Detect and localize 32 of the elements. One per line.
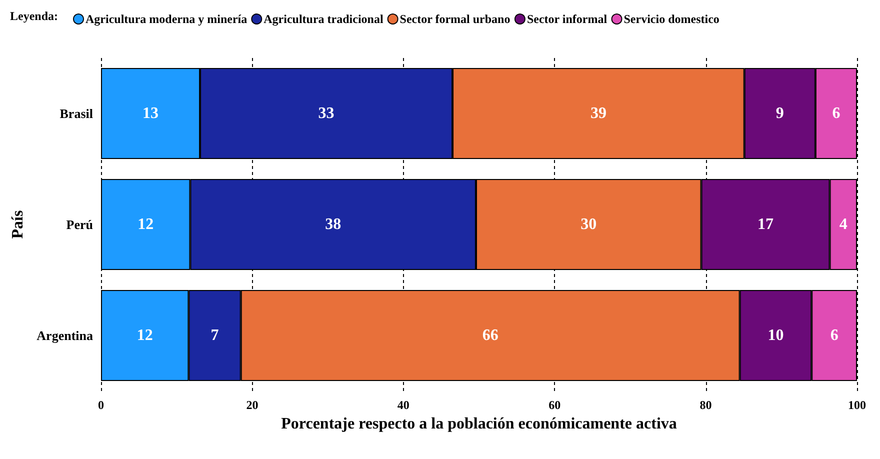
x-tick-label: 0 bbox=[98, 398, 104, 412]
x-axis-title: Porcentaje respecto a la población económicamente activa bbox=[281, 415, 677, 432]
x-tick-label: 20 bbox=[246, 398, 258, 412]
legend-label: Agricultura moderna y minería bbox=[86, 12, 248, 26]
data-label: 7 bbox=[210, 327, 219, 344]
legend-label: Servicio domestico bbox=[624, 12, 720, 26]
x-tick-label: 60 bbox=[548, 398, 561, 412]
legend-title: Leyenda: bbox=[10, 9, 58, 23]
data-label: 17 bbox=[758, 216, 774, 233]
data-label: 33 bbox=[318, 105, 334, 122]
data-label: 30 bbox=[580, 216, 597, 233]
y-axis-title: País bbox=[9, 210, 26, 239]
x-tick-label: 80 bbox=[700, 398, 712, 412]
data-label: 6 bbox=[830, 327, 838, 344]
data-label: 9 bbox=[776, 105, 784, 122]
legend-label: Sector informal bbox=[526, 12, 608, 26]
data-label: 4 bbox=[839, 216, 848, 233]
legend-label: Sector formal urbano bbox=[400, 12, 510, 26]
legend-label: Agricultura tradicional bbox=[264, 12, 384, 26]
data-label: 6 bbox=[832, 105, 840, 122]
data-label: 10 bbox=[768, 327, 784, 344]
y-tick-label: Perú bbox=[66, 217, 93, 232]
data-label: 66 bbox=[482, 327, 498, 344]
x-tick-label: 100 bbox=[848, 398, 866, 412]
data-label: 12 bbox=[138, 216, 154, 233]
data-label: 12 bbox=[136, 327, 153, 344]
y-tick-label: Brasil bbox=[60, 106, 94, 121]
y-tick-label: Argentina bbox=[36, 328, 94, 343]
data-label: 38 bbox=[325, 216, 342, 233]
data-label: 13 bbox=[142, 105, 159, 122]
x-tick-label: 40 bbox=[397, 398, 410, 412]
data-label: 39 bbox=[590, 105, 606, 122]
